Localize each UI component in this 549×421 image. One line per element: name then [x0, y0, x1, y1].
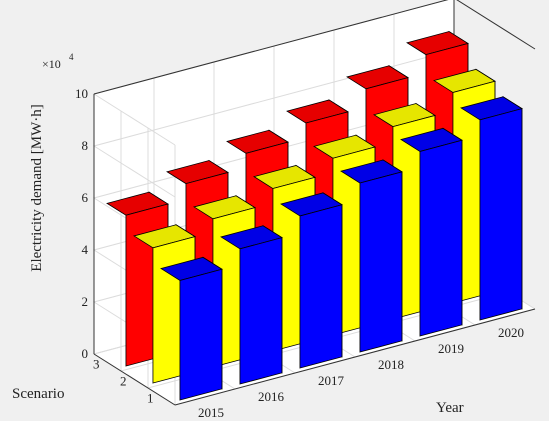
z-axis-title: Scenario: [12, 386, 64, 402]
y-tick-label: 10: [75, 86, 88, 101]
bar-front: [419, 139, 463, 337]
scenario-tick-label: 2: [120, 374, 127, 389]
bar-front: [299, 204, 343, 369]
year-tick-label: 2015: [198, 405, 224, 420]
x-axis-title: Year: [436, 400, 464, 416]
y-tick-label: 6: [82, 190, 89, 205]
y-exponent-power: 4: [69, 52, 74, 62]
box-top-edge: [93, 0, 536, 95]
x-axis-line: [174, 308, 536, 406]
bars: [106, 30, 523, 401]
year-tick-label: 2020: [498, 325, 524, 340]
y-exponent-base: ×10: [42, 57, 61, 71]
bar-front: [179, 268, 223, 401]
y-tick-label: 0: [82, 346, 89, 361]
scenario-tick-label: 1: [147, 391, 154, 406]
year-tick-label: 2016: [258, 389, 285, 404]
bar-front: [239, 237, 283, 385]
scenario-tick-label: 3: [93, 357, 100, 372]
y-tick-label: 8: [82, 138, 89, 153]
y-tick-label: 2: [82, 294, 89, 309]
y-tick-label: 4: [82, 242, 89, 257]
y-axis-title: Electricity demand [MW·h]: [29, 104, 45, 271]
scenario-axis-line: [93, 353, 176, 406]
year-tick-label: 2017: [318, 373, 345, 388]
year-tick-label: 2019: [438, 341, 464, 356]
year-tick-label: 2018: [378, 357, 404, 372]
tick-labels: 0 2 4 6 8 10 2015 2016 2017 2018 2019 2020 1 2 3: [75, 86, 524, 420]
bar-front: [359, 171, 403, 353]
bar-front: [479, 108, 523, 321]
